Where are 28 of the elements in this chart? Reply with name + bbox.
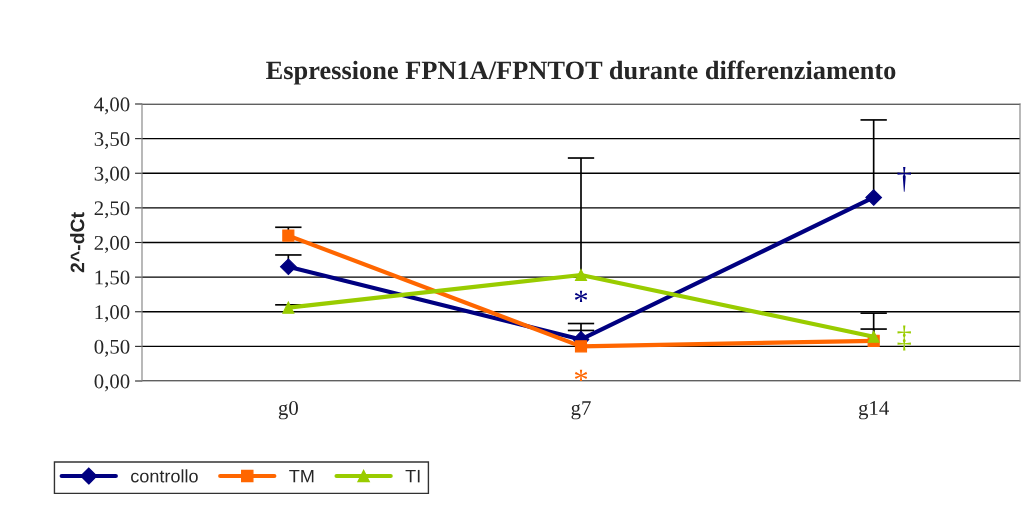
y-axis-title: 2^-dCt [70, 212, 85, 273]
annotation: * [574, 290, 588, 302]
annotation: ‡ [897, 325, 911, 351]
y-tick-label: 0,00 [94, 374, 130, 392]
annotation: † [897, 166, 911, 192]
x-tick-label: g14 [858, 401, 889, 420]
y-tick-label: 1,50 [95, 270, 130, 288]
legend-label: TM [289, 469, 314, 483]
y-tick-label: 3,50 [94, 132, 130, 150]
y-tick-label: 2,50 [94, 201, 130, 219]
y-tick-label: 3,00 [94, 166, 130, 184]
point [574, 340, 588, 353]
point [282, 301, 295, 314]
point [867, 330, 880, 343]
annotation: * [574, 369, 588, 382]
x-tick-label: g7 [571, 401, 591, 420]
point [574, 268, 588, 282]
point [282, 229, 295, 242]
y-tick-label: 2,00 [94, 235, 130, 253]
point [865, 189, 883, 206]
y-tick-label: 0,50 [94, 339, 130, 357]
point [279, 258, 297, 276]
chart-title: Espressione FPN1A/FPNTOT durante differenziamento [266, 60, 896, 85]
legend-label: TI [405, 469, 420, 483]
legend-label: controllo [131, 469, 198, 483]
x-tick-label: g0 [278, 400, 298, 420]
y-tick-label: 4,00 [94, 97, 130, 115]
y-tick-label: 1,00 [95, 305, 130, 323]
